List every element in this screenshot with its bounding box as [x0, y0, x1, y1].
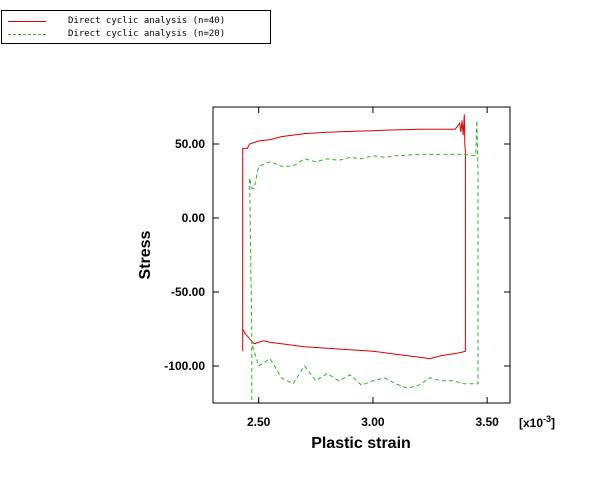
- x-tick-label: 2.50: [247, 415, 271, 429]
- x-multiplier: [x10-3]: [519, 414, 555, 430]
- legend-label-n40: Direct cyclic analysis (n=40): [68, 16, 226, 26]
- legend-swatch-n40: [8, 20, 46, 22]
- x-multiplier-base: [x10: [519, 416, 543, 430]
- series-line-n20: [249, 120, 479, 400]
- x-multiplier-exponent: -3: [543, 414, 551, 424]
- x-tick-label: 3.00: [361, 415, 385, 429]
- series-line-n40: [242, 114, 466, 360]
- series-layer: [242, 114, 479, 400]
- legend: Direct cyclic analysis (n=40) Direct cyc…: [1, 10, 271, 44]
- x-multiplier-close: ]: [551, 416, 555, 430]
- y-tick-label: 50.00: [175, 137, 205, 151]
- legend-entry-n40: Direct cyclic analysis (n=40): [8, 15, 225, 27]
- x-axis-title: Plastic strain: [311, 435, 411, 452]
- y-axis-title: Stress: [137, 230, 154, 279]
- plot-frame: [212, 106, 511, 404]
- legend-swatch-n20: [8, 33, 46, 35]
- legend-entry-n20: Direct cyclic analysis (n=20): [8, 28, 225, 40]
- x-tick-label: 3.50: [475, 415, 499, 429]
- y-tick-label: 0.00: [182, 211, 206, 225]
- axis-ticks: 2.50 3.00 3.50 50.00 0.00 -50.00 -100.00: [164, 107, 510, 429]
- legend-label-n20: Direct cyclic analysis (n=20): [68, 29, 226, 39]
- y-tick-label: -100.00: [164, 359, 205, 373]
- y-tick-label: -50.00: [171, 285, 205, 299]
